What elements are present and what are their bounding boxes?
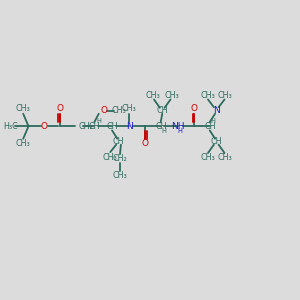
Text: CH: CH	[88, 122, 100, 131]
Text: CH₃: CH₃	[200, 91, 215, 100]
Text: CH₂: CH₂	[79, 122, 94, 131]
Text: CH₃: CH₃	[111, 106, 126, 115]
Text: CH: CH	[204, 122, 215, 131]
Text: H₃C: H₃C	[3, 122, 18, 131]
Text: O: O	[41, 122, 48, 131]
Text: CH: CH	[157, 106, 168, 115]
Text: NH: NH	[171, 122, 184, 131]
Text: N: N	[213, 106, 220, 115]
Text: CH₃: CH₃	[146, 91, 160, 100]
Text: CH₃: CH₃	[218, 91, 232, 100]
Text: CH₃: CH₃	[102, 153, 117, 162]
Text: H: H	[96, 118, 101, 124]
Text: CH: CH	[155, 122, 166, 131]
Text: CH₃: CH₃	[164, 91, 179, 100]
Text: O: O	[56, 104, 63, 113]
Text: N: N	[126, 122, 133, 131]
Text: CH₃: CH₃	[122, 104, 136, 113]
Text: CH₃: CH₃	[16, 104, 31, 113]
Text: H: H	[211, 118, 216, 124]
Text: CH₃: CH₃	[112, 171, 128, 180]
Text: CH₃: CH₃	[16, 139, 31, 148]
Text: H: H	[177, 128, 182, 134]
Text: CH: CH	[113, 137, 124, 146]
Text: O: O	[191, 104, 198, 113]
Text: O: O	[100, 106, 107, 115]
Text: CH: CH	[106, 122, 118, 131]
Text: CH₂: CH₂	[112, 154, 128, 164]
Text: O: O	[142, 139, 149, 148]
Text: H: H	[162, 128, 167, 134]
Text: CH₃: CH₃	[218, 153, 232, 162]
Text: CH₃: CH₃	[200, 153, 215, 162]
Text: CH: CH	[211, 137, 222, 146]
